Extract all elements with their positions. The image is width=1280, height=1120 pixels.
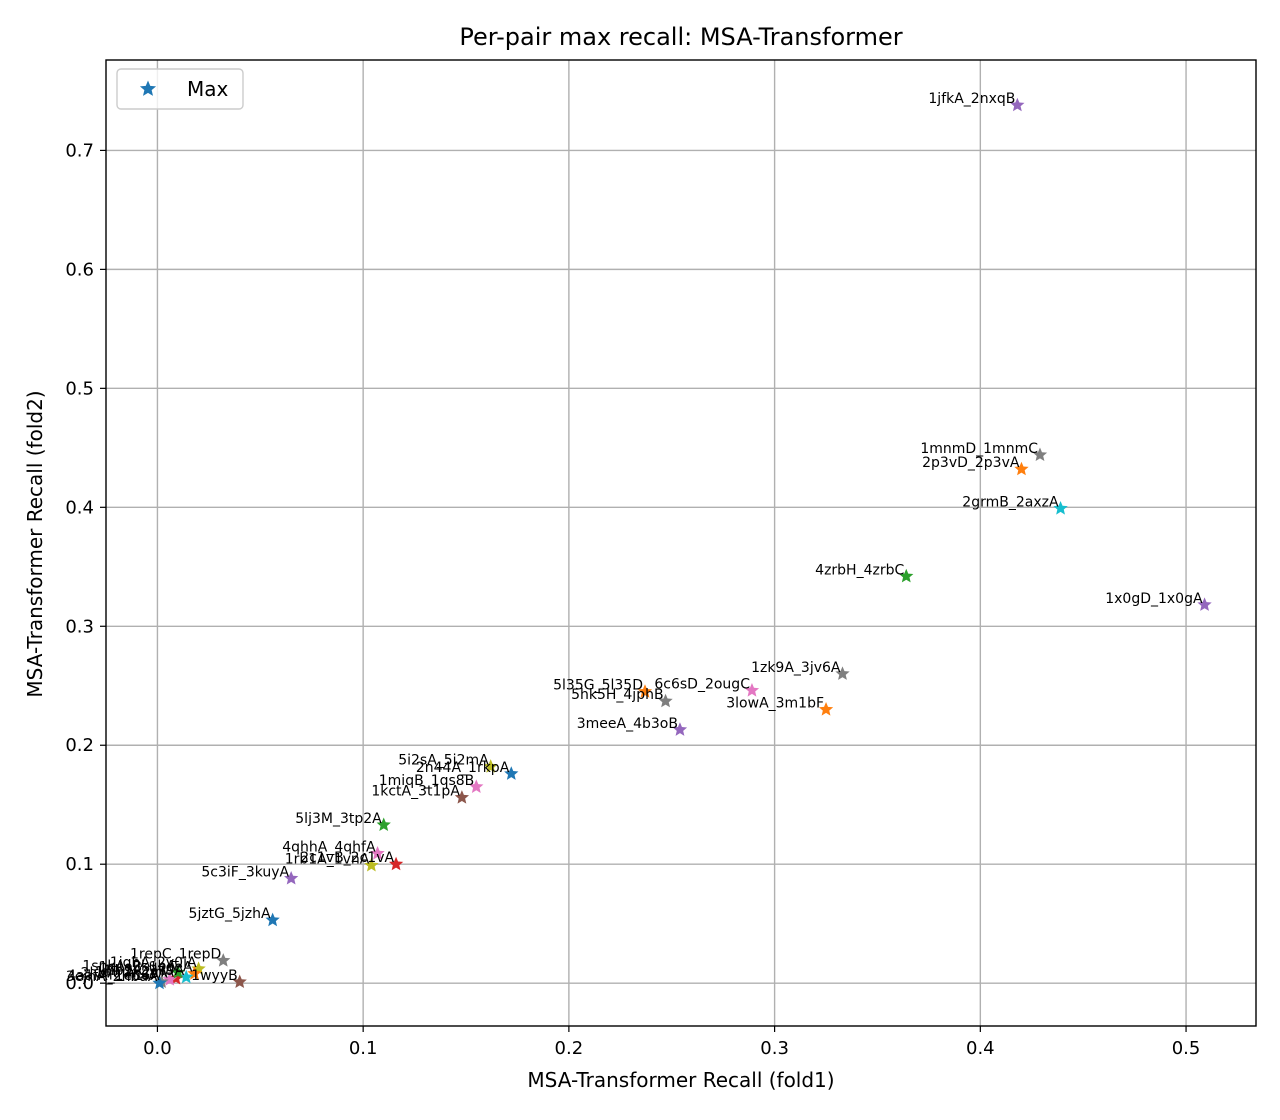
point-label: 5lj3M_3tp2A [295,811,382,827]
data-point-star [265,912,280,927]
plot-frame [105,59,1257,1027]
point-label: 2lvrA_2k4vA [81,966,169,982]
y-tick-label: 0.6 [65,259,94,280]
legend-label: Max [187,77,229,101]
point-label: 4qhhA_4qhfA [282,840,376,856]
data-point-star [672,722,688,736]
data-point-star [744,683,760,697]
y-tick-label: 0.3 [65,616,94,637]
y-tick-label: 0.0 [65,973,94,994]
legend-star-icon [139,80,157,96]
x-tick-label: 0.1 [349,1038,378,1059]
data-point-star [469,779,484,793]
legend: Max [116,68,244,110]
point-label: 3lowA_3m1bF [726,696,824,712]
data-point-star [388,856,404,871]
data-point-star [1014,461,1029,476]
point-label: 5jztG_5jzhA [189,906,272,922]
data-point-star [658,693,673,708]
x-tick-label: 0.5 [1172,1038,1201,1059]
point-label: 4zrbH_4zrbC [815,562,904,578]
point-label: 4lb1A_3ll9A [102,963,185,979]
chart-title: Per-pair max recall: MSA-Transformer [459,23,902,51]
point-label: 3ejhA_2hbaA [66,969,158,985]
data-point-star [483,759,498,773]
point-label: 1rb1A_1vnA [285,851,370,867]
data-point-star [179,969,194,984]
y-tick-label: 0.7 [65,140,94,161]
point-label: 4aafA_1ed6A [67,968,160,984]
axis-ticks: 0.0 0.1 0.2 0.3 0.4 0.5 0.0 0.1 0.2 0.3 0.4 0.5 0.6 0… [65,140,1200,1059]
data-point-star [376,817,391,832]
point-label: 1qlnA_2jrlA [95,964,175,980]
x-tick-label: 0.2 [555,1038,584,1059]
data-point-star [170,964,186,979]
point-label: 1miqB_1qs8B [379,773,475,789]
point-label: 5c3iF_3kuyA [201,864,289,880]
y-axis-label: MSA-Transformer Recall (fold2) [23,390,47,697]
legend-box [116,68,244,110]
point-label: 6c6sD_2ougC [654,677,750,693]
point-label: 1repC_1repD [130,947,221,963]
point-label: 1jfkA_2nxqB [928,91,1015,107]
data-point-star [1053,501,1068,515]
x-axis-label: MSA-Transformer Recall (fold1) [527,1068,834,1092]
point-label: 1zk9A_3jv6A [751,660,841,676]
y-tick-label: 0.5 [65,378,94,399]
data-point-star [899,568,914,583]
data-point-star [370,846,385,860]
data-points [152,97,1212,990]
point-label: 1iqhA_2v0iA [110,955,197,971]
data-point-star [162,972,177,986]
point-label: 2p3vD_2p3vA [922,455,1020,471]
point-label: 1ceeB_1ceeA [99,960,193,976]
data-point-star [232,974,247,989]
point-label: 2n44A_1rkpA [416,760,510,776]
data-point-star [1197,597,1212,611]
data-point-star [835,666,850,680]
point-label: 1wyyB [191,968,238,984]
x-tick-label: 0.0 [143,1038,172,1059]
point-label: 1x0gD_1x0gA [1105,591,1203,607]
point-label: 5i2sA_5i2mA [398,753,489,769]
point-label: 3meeA_4b3oB [577,716,678,732]
data-point-star [818,702,834,716]
point-label: 1kctA_3t1pA [371,784,460,800]
data-point-star [1010,97,1025,112]
data-point-star [1032,447,1048,462]
data-point-star [637,684,653,698]
data-point-star [504,766,519,780]
data-point-star [284,870,299,885]
data-point-star [216,953,231,967]
data-point-star [364,857,379,872]
x-tick-label: 0.4 [966,1038,995,1059]
y-tick-label: 0.1 [65,854,94,875]
y-tick-label: 0.4 [65,497,94,518]
point-label: 1mnmD_1mnmC [920,441,1038,457]
point-label: 5l35G_5l35D [553,678,643,694]
x-tick-label: 0.3 [760,1038,789,1059]
point-label: 5hk5H_4jphB [571,687,663,703]
y-tick-label: 0.2 [65,735,94,756]
data-point-star [454,790,470,804]
point-label: 2grmB_2axzA [962,495,1059,511]
point-label: 2c1vB_2c1vA [300,850,394,866]
data-point-star [152,975,167,990]
